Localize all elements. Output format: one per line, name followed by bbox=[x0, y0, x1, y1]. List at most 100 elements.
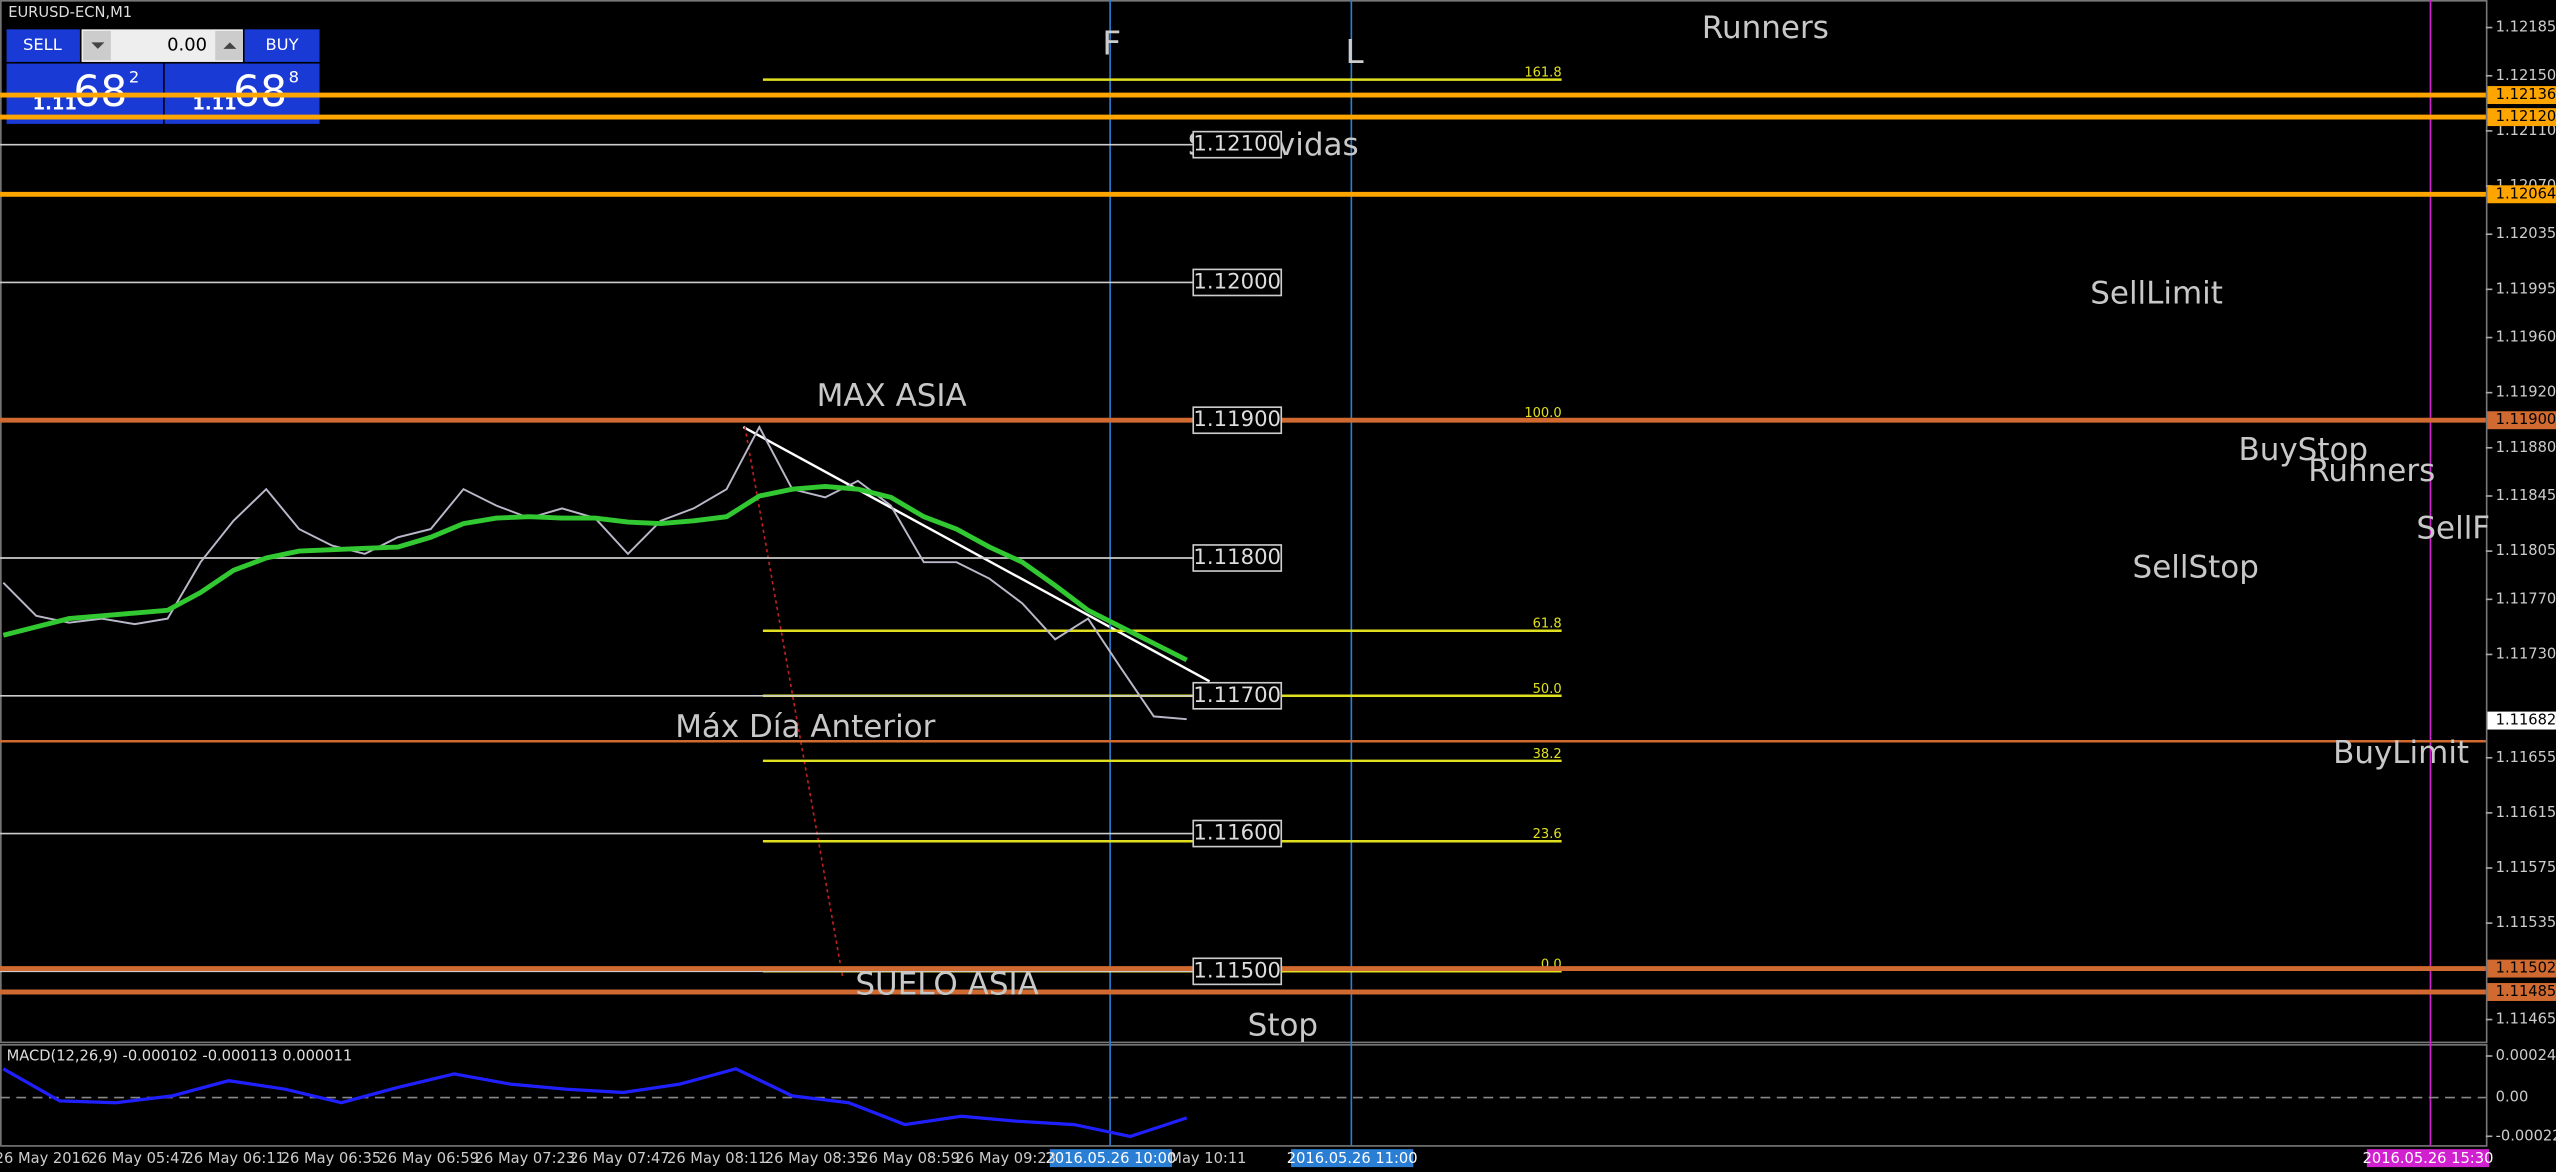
up-arrow bbox=[223, 42, 237, 49]
round-level-box bbox=[1192, 268, 1283, 297]
macd-tick-label: -0.000229 bbox=[2496, 1127, 2556, 1144]
marker-label: L bbox=[1346, 33, 1364, 71]
ask-big: 1.11 bbox=[192, 93, 236, 114]
fib-label: 38.2 bbox=[1533, 747, 1562, 762]
x-tick-label: 26 May 09:23 bbox=[956, 1150, 1057, 1167]
fib-label: 61.8 bbox=[1533, 617, 1562, 632]
y-tick-label: 1.12035 bbox=[2496, 225, 2556, 242]
marker-time: 2016.05.26 11:00 bbox=[1287, 1150, 1418, 1167]
annotation: SellF bbox=[2416, 510, 2490, 546]
marker-time-box bbox=[1049, 1149, 1173, 1168]
fib-label: 161.8 bbox=[1524, 66, 1561, 81]
y-tick-label: 1.11995 bbox=[2496, 280, 2556, 297]
level-label: 1.12064 bbox=[2496, 185, 2556, 202]
ask-point: 8 bbox=[289, 68, 299, 87]
annotation: SUELO ASIA bbox=[855, 967, 1038, 1003]
y-tick-label: 1.12185 bbox=[2496, 19, 2556, 36]
bid-big: 1.11 bbox=[33, 93, 77, 114]
level-box bbox=[2487, 108, 2556, 127]
marker-time-box bbox=[1291, 1149, 1414, 1168]
macd-label: MACD(12,26,9) -0.000102 -0.000113 0.0000… bbox=[7, 1047, 353, 1064]
level-label: 1.11900 bbox=[2496, 411, 2556, 428]
round-level-label: 1.12100 bbox=[1193, 131, 1281, 156]
annotation: SellLimit bbox=[2090, 276, 2223, 312]
level-box bbox=[2487, 86, 2556, 105]
macd-tick-label: 0.000246 bbox=[2496, 1047, 2556, 1064]
annotation: SellStop bbox=[2133, 549, 2259, 585]
y-tick-label: 1.12150 bbox=[2496, 67, 2556, 84]
level-label: 1.12136 bbox=[2496, 86, 2556, 103]
x-tick-label: 26 May 06:11 bbox=[185, 1150, 286, 1167]
x-tick-label: 26 May 07:23 bbox=[475, 1150, 576, 1167]
annotation: Máx Día Anterior bbox=[675, 709, 935, 745]
marker-time-box bbox=[2366, 1149, 2490, 1168]
macd-frame bbox=[0, 1044, 2488, 1147]
round-level-label: 1.11500 bbox=[1193, 957, 1281, 982]
annotation: MAX ASIA bbox=[817, 378, 967, 414]
round-level-label: 1.11900 bbox=[1193, 406, 1281, 431]
macd-line bbox=[2, 1067, 1188, 1139]
bid-pips: 68 bbox=[73, 67, 127, 116]
dotted-line bbox=[744, 426, 844, 979]
y-tick-label: 1.11845 bbox=[2496, 487, 2556, 504]
round-level-label: 1.11700 bbox=[1193, 682, 1281, 707]
x-tick-label: 26 May 08:59 bbox=[859, 1150, 960, 1167]
marker-time: 2016.05.26 15:30 bbox=[2363, 1150, 2494, 1167]
round-level-box bbox=[1192, 819, 1283, 848]
level-box bbox=[2487, 959, 2556, 978]
y-tick-label: 1.11920 bbox=[2496, 384, 2556, 401]
annotation: Stop bbox=[1248, 1007, 1318, 1043]
round-level-box bbox=[1192, 544, 1283, 572]
fib-label: 100.0 bbox=[1524, 406, 1561, 421]
round-level-label: 1.11600 bbox=[1193, 820, 1281, 845]
x-tick-label: May 10:11 bbox=[1169, 1150, 1246, 1167]
level-box bbox=[2487, 185, 2556, 204]
marker-label: F bbox=[1102, 25, 1121, 63]
annotation: BuyLimit bbox=[2333, 735, 2469, 771]
current-price: 1.11682 bbox=[2496, 712, 2556, 729]
series-line bbox=[2, 483, 1188, 663]
level-label: 1.11502 bbox=[2496, 960, 2556, 977]
y-tick-label: 1.11615 bbox=[2496, 804, 2556, 821]
round-level-box bbox=[1192, 406, 1283, 435]
macd-tick-label: 0.00 bbox=[2496, 1089, 2529, 1106]
round-level-label: 1.12000 bbox=[1193, 268, 1281, 293]
annotation: Runners bbox=[1702, 10, 1829, 46]
level-label: 1.11485 bbox=[2496, 983, 2556, 1000]
y-tick-label: 1.12110 bbox=[2496, 122, 2556, 139]
x-tick-label: 26 May 06:59 bbox=[378, 1150, 479, 1167]
level-label: 1.12120 bbox=[2496, 108, 2556, 125]
round-level-box bbox=[1192, 130, 1283, 159]
y-tick-label: 1.11805 bbox=[2496, 542, 2556, 559]
y-tick-label: 1.11770 bbox=[2496, 590, 2556, 607]
volume-value: 0.00 bbox=[167, 35, 207, 56]
window-title: EURUSD-ECN,M1 bbox=[8, 4, 132, 21]
x-tick-label: 26 May 06:35 bbox=[281, 1150, 382, 1167]
x-tick-label: 26 May 07:47 bbox=[569, 1150, 670, 1167]
annotation: BuyStop bbox=[2238, 432, 2368, 468]
sell-button[interactable] bbox=[6, 29, 80, 62]
y-tick-label: 1.11960 bbox=[2496, 329, 2556, 346]
y-tick-label: 1.11465 bbox=[2496, 1011, 2556, 1028]
y-tick-label: 1.11535 bbox=[2496, 914, 2556, 931]
current-price-box bbox=[2487, 711, 2556, 730]
bid-point: 2 bbox=[129, 68, 139, 87]
y-tick-label: 1.11575 bbox=[2496, 859, 2556, 876]
x-tick-label: 26 May 05:47 bbox=[88, 1150, 189, 1167]
x-tick-label: 26 May 08:11 bbox=[667, 1150, 768, 1167]
buy-label: BUY bbox=[266, 35, 299, 54]
round-level-box bbox=[1192, 681, 1283, 710]
round-level-label: 1.11800 bbox=[1193, 544, 1281, 569]
buy-button[interactable] bbox=[244, 29, 320, 62]
sell-label: SELL bbox=[23, 35, 62, 54]
down-arrow bbox=[91, 42, 105, 49]
annotation: Runners bbox=[2308, 453, 2435, 489]
fib-label: 23.6 bbox=[1533, 827, 1562, 842]
fib-label: 50.0 bbox=[1533, 682, 1562, 697]
y-tick-label: 1.11730 bbox=[2496, 645, 2556, 662]
y-tick-label: 1.11880 bbox=[2496, 439, 2556, 456]
level-box bbox=[2487, 411, 2556, 430]
